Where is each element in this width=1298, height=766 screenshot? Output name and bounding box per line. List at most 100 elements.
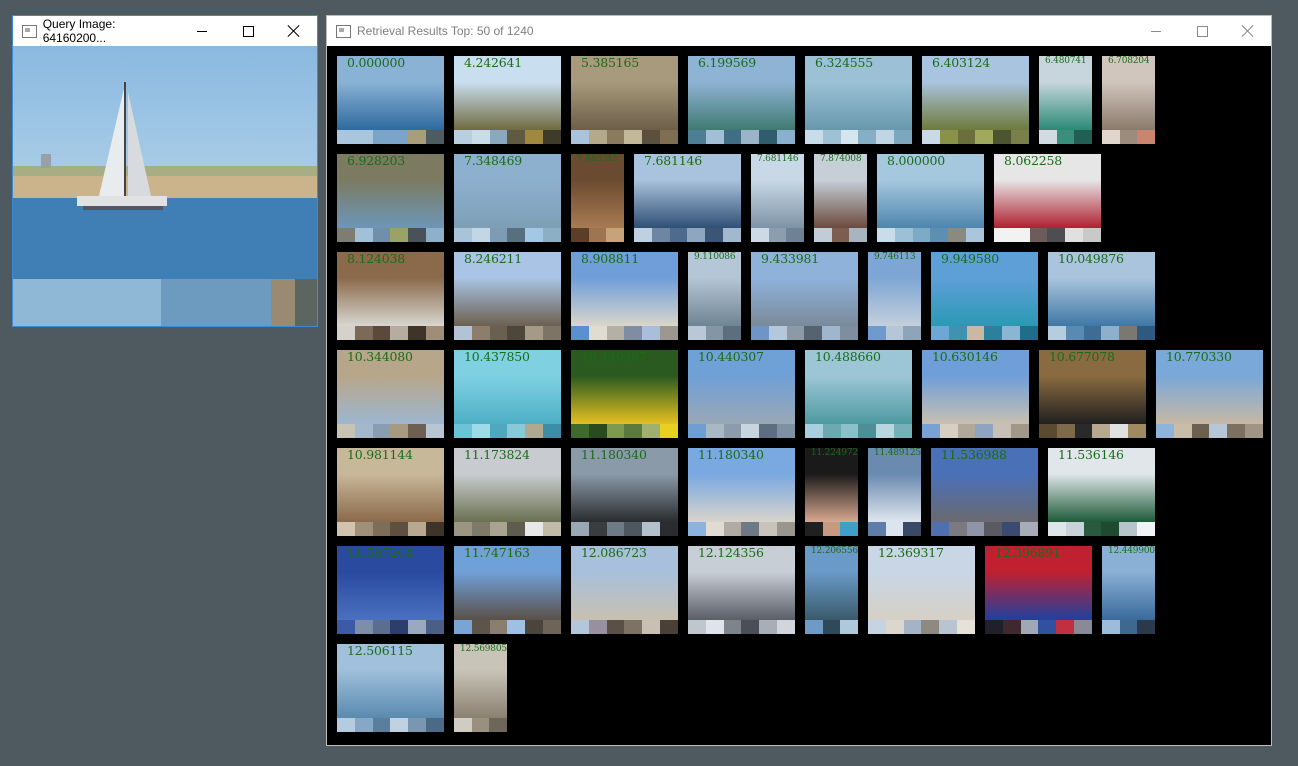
palette-swatch — [373, 424, 391, 438]
result-palette — [1039, 130, 1092, 144]
palette-swatch — [886, 522, 904, 536]
result-thumbnail[interactable]: 7.681146 — [751, 154, 804, 242]
result-thumbnail[interactable]: 10.344080 — [337, 350, 444, 438]
palette-swatch — [426, 130, 444, 144]
result-thumbnail[interactable]: 12.449900 — [1102, 546, 1155, 634]
result-thumbnail[interactable]: 11.536988 — [931, 448, 1038, 536]
result-thumbnail[interactable]: 8.246211 — [454, 252, 561, 340]
palette-swatch — [660, 522, 678, 536]
result-thumbnail[interactable]: 6.403124 — [922, 56, 1029, 144]
result-palette — [688, 326, 741, 340]
minimize-button[interactable] — [179, 16, 225, 46]
result-thumbnail[interactable]: 10.677078 — [1039, 350, 1146, 438]
result-score: 10.770330 — [1166, 350, 1232, 364]
close-button[interactable] — [271, 16, 317, 46]
query-title-bar[interactable]: Query Image: 64160200... — [13, 16, 317, 46]
result-thumbnail[interactable]: 10.770330 — [1156, 350, 1263, 438]
result-thumbnail[interactable]: 11.224972 — [805, 448, 858, 536]
palette-swatch — [1066, 522, 1084, 536]
palette-swatch — [507, 522, 525, 536]
palette-swatch — [472, 326, 490, 340]
palette-swatch — [1137, 130, 1155, 144]
result-thumbnail[interactable]: 6.928203 — [337, 154, 444, 242]
result-palette — [814, 228, 867, 242]
minimize-button[interactable] — [1133, 16, 1179, 46]
result-score: 7.681146 — [757, 154, 798, 164]
palette-swatch — [507, 424, 525, 438]
result-palette — [1048, 522, 1155, 536]
result-thumbnail[interactable]: 7.874008 — [814, 154, 867, 242]
result-thumbnail[interactable]: 12.369317 — [868, 546, 975, 634]
result-thumbnail[interactable]: 10.440307 — [688, 350, 795, 438]
result-thumbnail[interactable]: 12.124356 — [688, 546, 795, 634]
result-thumbnail[interactable]: 11.536146 — [1048, 448, 1155, 536]
result-thumbnail[interactable]: 10.437850 — [454, 350, 561, 438]
palette-swatch — [724, 522, 742, 536]
result-thumbnail[interactable]: 7.483315 — [571, 154, 624, 242]
palette-swatch — [1192, 424, 1210, 438]
result-thumbnail[interactable]: 10.630146 — [922, 350, 1029, 438]
result-thumbnail[interactable]: 0.000000 — [337, 56, 444, 144]
result-palette — [922, 424, 1029, 438]
result-palette — [337, 326, 444, 340]
result-thumbnail[interactable]: 10.981144 — [337, 448, 444, 536]
palette-swatch — [589, 130, 607, 144]
result-score: 10.630146 — [932, 350, 998, 364]
palette-swatch — [652, 228, 670, 242]
result-thumbnail[interactable]: 8.000000 — [877, 154, 984, 242]
result-thumbnail[interactable]: 6.708204 — [1102, 56, 1155, 144]
palette-swatch — [1084, 522, 1102, 536]
result-thumbnail[interactable]: 12.569805 — [454, 644, 507, 732]
result-score: 6.324555 — [815, 56, 873, 70]
palette-swatch — [337, 522, 355, 536]
result-thumbnail[interactable]: 11.180340 — [571, 448, 678, 536]
result-thumbnail[interactable]: 11.489125 — [868, 448, 921, 536]
palette-swatch — [1156, 424, 1174, 438]
result-thumbnail[interactable]: 12.206556 — [805, 546, 858, 634]
result-thumbnail[interactable]: 8.062258 — [994, 154, 1101, 242]
result-thumbnail[interactable]: 5.385165 — [571, 56, 678, 144]
result-thumbnail[interactable]: 4.242641 — [454, 56, 561, 144]
result-thumbnail[interactable]: 7.348469 — [454, 154, 561, 242]
result-thumbnail[interactable]: 8.124038 — [337, 252, 444, 340]
result-thumbnail[interactable]: 10.440307 — [571, 350, 678, 438]
result-thumbnail[interactable]: 9.949580 — [931, 252, 1038, 340]
result-thumbnail[interactable]: 6.324555 — [805, 56, 912, 144]
result-thumbnail[interactable]: 11.587264 — [337, 546, 444, 634]
palette-swatch — [688, 620, 706, 634]
palette-swatch — [706, 620, 724, 634]
close-button[interactable] — [1225, 16, 1271, 46]
result-palette — [454, 130, 561, 144]
maximize-button[interactable] — [1179, 16, 1225, 46]
result-thumbnail[interactable]: 10.049876 — [1048, 252, 1155, 340]
results-title-bar[interactable]: Retrieval Results Top: 50 of 1240 — [327, 16, 1271, 46]
palette-swatch — [1102, 130, 1120, 144]
result-thumbnail[interactable]: 10.488660 — [805, 350, 912, 438]
result-thumbnail[interactable]: 7.681146 — [634, 154, 741, 242]
result-thumbnail[interactable]: 9.433981 — [751, 252, 858, 340]
result-thumbnail[interactable]: 11.180340 — [688, 448, 795, 536]
result-thumbnail[interactable]: 6.480741 — [1039, 56, 1092, 144]
result-thumbnail[interactable]: 12.506115 — [337, 644, 444, 732]
result-thumbnail[interactable]: 11.747163 — [454, 546, 561, 634]
palette-swatch — [634, 228, 652, 242]
result-thumbnail[interactable]: 8.908811 — [571, 252, 678, 340]
result-thumbnail[interactable]: 9.746113 — [868, 252, 921, 340]
palette-swatch — [624, 522, 642, 536]
result-thumbnail[interactable]: 12.396891 — [985, 546, 1092, 634]
result-thumbnail[interactable]: 6.199569 — [688, 56, 795, 144]
palette-swatch — [472, 620, 490, 634]
palette-swatch — [337, 130, 355, 144]
result-image — [1039, 56, 1092, 130]
palette-swatch — [706, 424, 724, 438]
result-thumbnail[interactable]: 11.173824 — [454, 448, 561, 536]
palette-swatch — [426, 522, 444, 536]
maximize-button[interactable] — [225, 16, 271, 46]
palette-swatch — [337, 228, 355, 242]
result-image — [688, 252, 741, 326]
result-thumbnail[interactable]: 12.086723 — [571, 546, 678, 634]
palette-swatch — [490, 620, 508, 634]
palette-swatch — [688, 130, 706, 144]
result-thumbnail[interactable]: 9.110086 — [688, 252, 741, 340]
retrieval-results-window: Retrieval Results Top: 50 of 1240 0.0000… — [326, 15, 1272, 746]
